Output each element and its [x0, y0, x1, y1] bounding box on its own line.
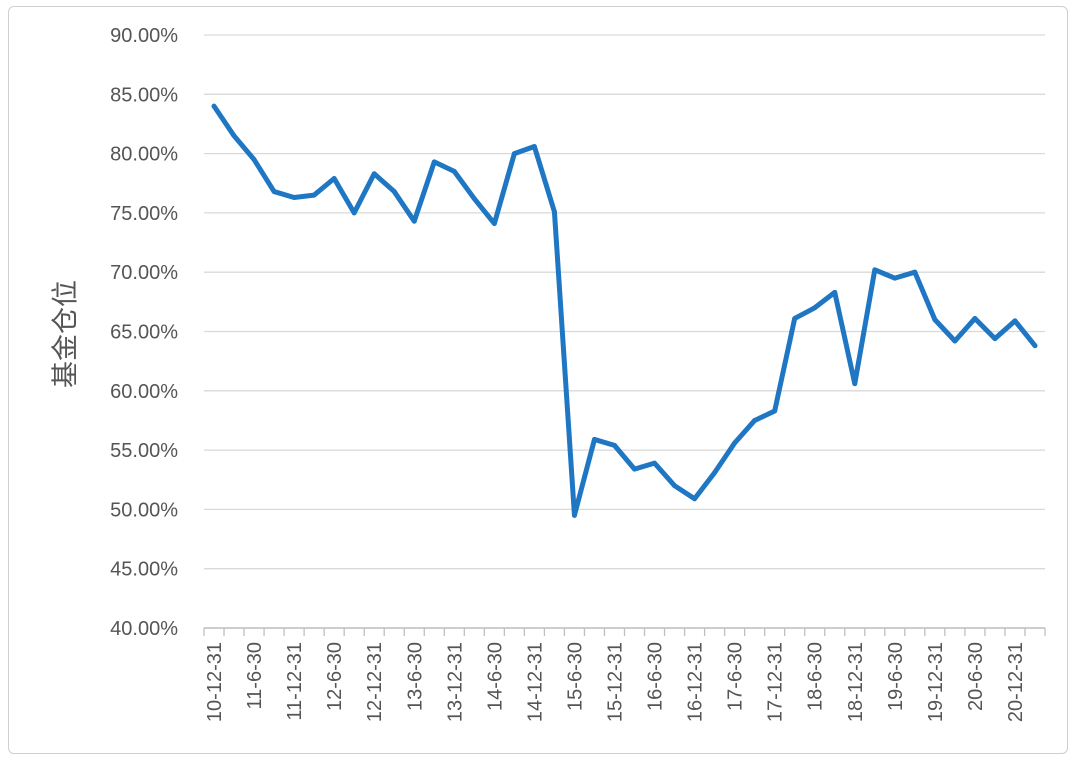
data-point	[952, 338, 958, 344]
chart-frame	[8, 6, 1068, 754]
data-point	[832, 289, 838, 295]
data-point	[552, 209, 557, 215]
x-tick-label: 19-12-31	[925, 642, 947, 722]
data-point	[572, 512, 577, 518]
data-point	[872, 267, 878, 273]
x-tick-label: 13-12-31	[444, 642, 466, 722]
data-point	[932, 317, 938, 323]
data-point	[431, 159, 437, 165]
y-tick-label: 80.00%	[110, 144, 178, 166]
data-point	[1012, 318, 1018, 324]
data-point	[371, 171, 377, 177]
x-tick-label: 15-12-31	[604, 642, 626, 722]
y-tick-label: 90.00%	[110, 25, 178, 47]
data-point	[972, 316, 978, 321]
data-point	[251, 157, 257, 162]
data-point	[471, 196, 477, 202]
data-point	[772, 408, 778, 414]
y-axis-ticks: 40.00% 45.00% 50.00% 55.00% 60.00% 65.00% 70.0…	[110, 25, 178, 640]
x-tick-label: 20-12-31	[1005, 642, 1027, 722]
data-point	[511, 151, 517, 157]
x-tick-label: 11-12-31	[284, 642, 306, 721]
x-tick-label: 14-6-30	[484, 642, 506, 711]
x-tick-label: 17-6-30	[725, 642, 747, 711]
x-tick-label: 17-12-31	[765, 642, 787, 722]
data-point	[732, 440, 738, 446]
y-axis-label: 基金仓位	[51, 280, 82, 388]
data-point	[652, 460, 657, 466]
y-tick-label: 75.00%	[110, 203, 178, 225]
x-tick-label: 11-6-30	[244, 642, 266, 709]
data-point	[1032, 343, 1038, 349]
data-point	[351, 210, 357, 216]
data-point	[672, 483, 677, 489]
data-point	[291, 195, 297, 200]
data-point	[992, 336, 998, 342]
x-tick-label: 16-12-31	[685, 642, 707, 722]
x-tick-label: 13-6-30	[404, 642, 426, 711]
data-point	[752, 418, 758, 423]
y-tick-label: 70.00%	[110, 262, 178, 284]
data-point	[211, 103, 217, 109]
data-point	[812, 305, 818, 311]
y-tick-label: 50.00%	[110, 499, 178, 521]
x-tick-label: 10-12-31	[204, 642, 226, 722]
data-point	[531, 144, 537, 149]
x-tick-label: 12-6-30	[324, 642, 346, 711]
y-tick-label: 45.00%	[110, 559, 178, 581]
data-point	[892, 275, 898, 281]
x-tick-label: 20-6-30	[965, 642, 987, 711]
data-point	[912, 269, 918, 275]
x-tick-label: 18-12-31	[845, 642, 867, 722]
gridlines	[204, 34, 1045, 629]
data-point	[592, 437, 597, 442]
x-tick-label: 16-6-30	[645, 642, 667, 711]
data-point	[852, 381, 858, 387]
series-group	[211, 103, 1038, 518]
data-point	[451, 168, 457, 174]
x-axis: 10-12-31 11-6-30 11-12-31 12-6-30 12-12-31 13…	[203, 627, 1046, 722]
x-tick-label: 19-6-30	[885, 642, 907, 711]
y-tick-label: 40.00%	[110, 618, 178, 640]
y-tick-label: 65.00%	[110, 322, 178, 344]
data-point	[612, 442, 617, 448]
data-point	[692, 496, 697, 502]
x-tick-label: 12-12-31	[364, 642, 386, 722]
data-point	[331, 176, 337, 181]
data-point	[411, 218, 417, 224]
data-point	[391, 189, 397, 194]
x-tick-label: 14-12-31	[524, 642, 546, 722]
data-point	[632, 466, 637, 472]
series-line	[211, 103, 1038, 518]
data-point	[792, 316, 798, 321]
data-point	[231, 133, 237, 139]
y-tick-label: 85.00%	[110, 84, 178, 106]
x-tick-label: 15-6-30	[564, 642, 586, 711]
x-tick-label: 18-6-30	[805, 642, 827, 711]
data-point	[311, 192, 317, 198]
y-tick-label: 55.00%	[110, 440, 178, 462]
data-point	[491, 221, 497, 226]
data-point	[712, 470, 718, 476]
data-point	[271, 189, 277, 194]
y-tick-label: 60.00%	[110, 381, 178, 403]
